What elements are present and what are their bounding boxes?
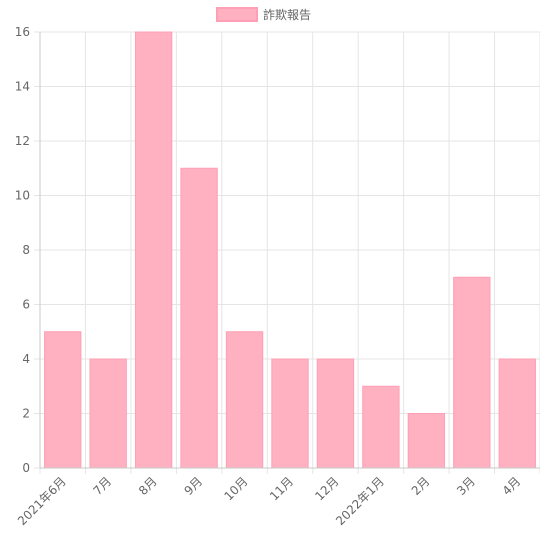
x-tick-label: 2022年1月 — [333, 474, 387, 528]
legend[interactable]: 詐欺報告 — [216, 7, 311, 22]
y-tick-label: 12 — [15, 134, 30, 148]
bar[interactable] — [180, 167, 218, 469]
legend-swatch[interactable] — [216, 7, 258, 22]
x-tick-label: 9月 — [181, 474, 205, 498]
bar[interactable] — [89, 358, 127, 469]
y-axis-ticks: 0 2 4 6 8 10 12 14 16 — [15, 25, 30, 475]
y-tick-label: 16 — [15, 25, 30, 39]
bar[interactable] — [225, 331, 264, 469]
bar[interactable] — [271, 358, 309, 469]
y-tick-label: 4 — [22, 352, 30, 366]
bar[interactable] — [498, 358, 536, 469]
y-tick-label: 10 — [15, 189, 30, 203]
axes — [39, 32, 540, 469]
bars — [44, 31, 536, 469]
x-tick-label: 11月 — [267, 474, 296, 503]
y-tick-label: 8 — [22, 243, 30, 257]
bar[interactable] — [316, 358, 355, 469]
x-tick-label: 2021年6月 — [15, 474, 69, 528]
x-tick-label: 8月 — [136, 474, 160, 498]
legend-label[interactable]: 詐欺報告 — [263, 7, 311, 22]
y-tick-label: 2 — [22, 407, 30, 421]
x-tick-label: 10月 — [221, 474, 250, 503]
x-tick-label: 4月 — [500, 474, 524, 498]
y-tick-label: 6 — [22, 298, 30, 312]
bar[interactable] — [453, 276, 491, 469]
x-tick-label: 2月 — [409, 474, 433, 498]
bar[interactable] — [362, 385, 400, 469]
y-tick-label: 14 — [15, 80, 30, 94]
bar[interactable] — [134, 31, 173, 469]
y-tick-label: 0 — [22, 461, 30, 475]
bar[interactable] — [44, 331, 82, 469]
x-tick-label: 7月 — [91, 474, 115, 498]
x-tick-label: 12月 — [312, 474, 341, 503]
bar[interactable] — [407, 413, 446, 469]
grid — [34, 31, 540, 474]
x-tick-label: 3月 — [454, 474, 478, 498]
